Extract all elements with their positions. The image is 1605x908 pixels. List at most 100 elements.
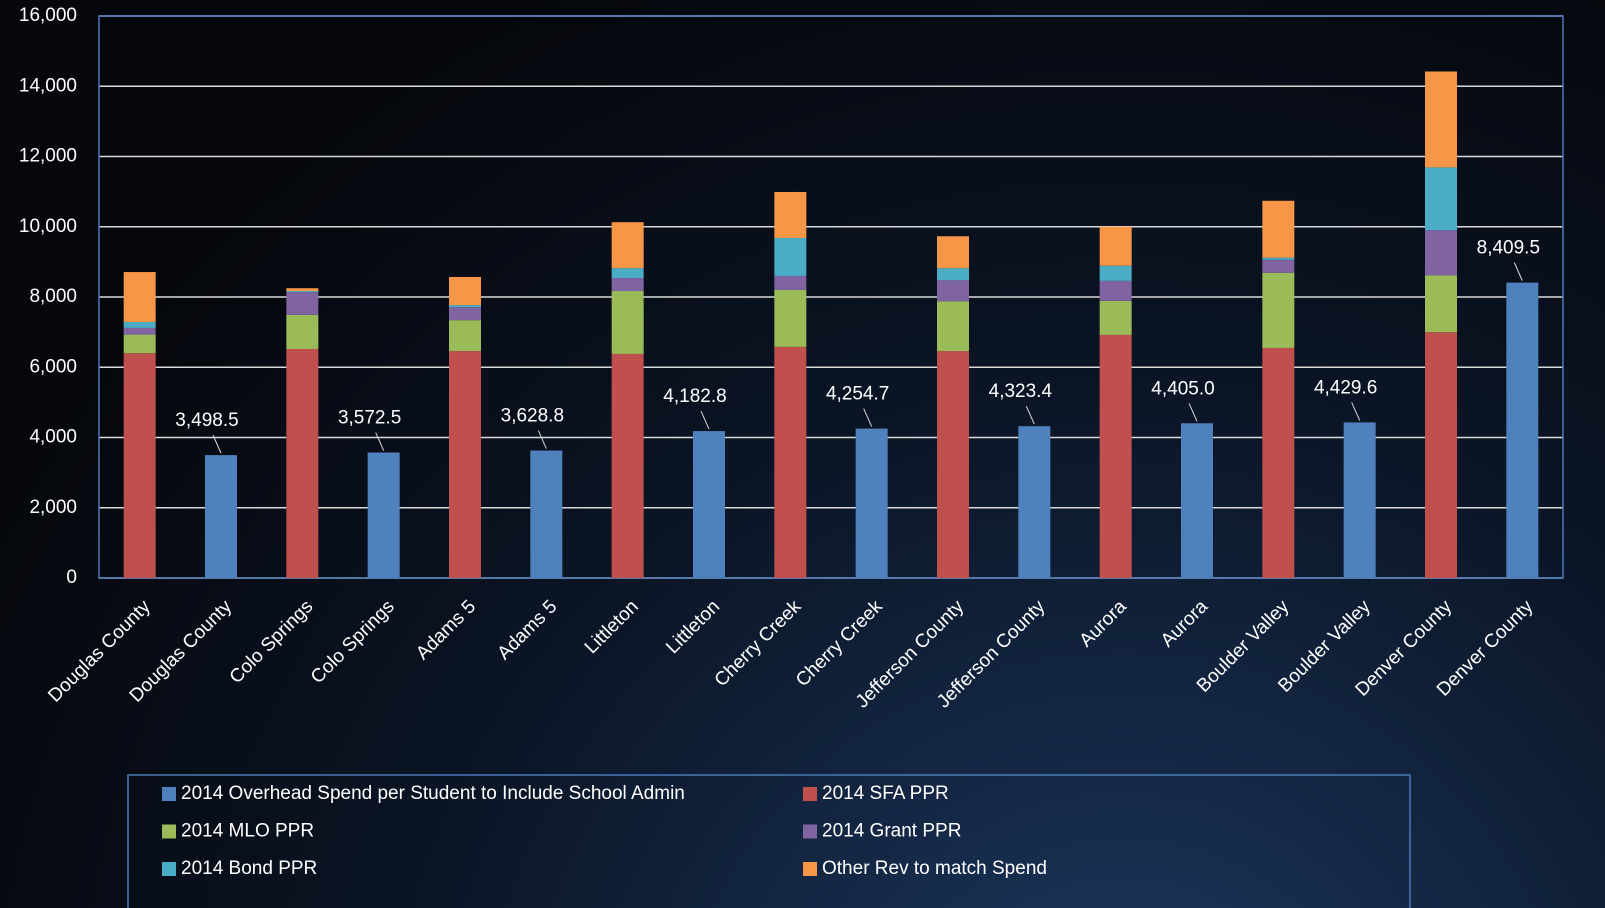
bar-segment: [937, 280, 969, 302]
bar-segment: [123, 334, 156, 354]
bar-segment: [1099, 265, 1132, 281]
label-leader: [1025, 405, 1035, 425]
bar-segment: [1181, 423, 1213, 578]
bar-segment: [123, 353, 156, 578]
bar-segment: [1018, 426, 1051, 578]
legend-swatch: [162, 862, 176, 876]
bar-segment: [611, 291, 644, 354]
bar-segment: [1425, 167, 1457, 231]
bar-segment: [1425, 230, 1457, 276]
legend-swatch: [162, 787, 176, 801]
bar-segment: [693, 431, 725, 578]
bar-segment: [937, 236, 969, 269]
legend-box: [127, 774, 1411, 908]
bar-segment: [286, 292, 319, 315]
data-label: 4,182.8: [663, 386, 726, 407]
bar-segment: [774, 289, 807, 347]
y-tick-label: 10,000: [19, 216, 77, 237]
data-label: 4,323.4: [989, 381, 1053, 402]
y-tick-label: 6,000: [29, 356, 77, 377]
x-tick-label: Colo Springs: [307, 596, 399, 688]
x-tick-label: Aurora: [1157, 596, 1212, 651]
bar-segment: [937, 301, 969, 352]
legend-label: 2014 Grant PPR: [822, 821, 961, 842]
bar-segment: [449, 320, 481, 352]
bar-segment: [855, 428, 888, 578]
bar-segment: [449, 307, 481, 321]
x-tick-label: Adams 5: [412, 596, 480, 664]
legend-swatch: [803, 787, 817, 801]
label-leader: [1513, 262, 1523, 281]
label-leader: [537, 430, 547, 449]
y-tick-label: 14,000: [19, 75, 77, 96]
y-tick-label: 4,000: [29, 427, 77, 448]
y-tick-label: 12,000: [19, 146, 77, 167]
bar-segment: [286, 288, 319, 292]
bar-segment: [774, 346, 807, 578]
bar-segment: [286, 314, 319, 349]
bar-segment: [1099, 300, 1132, 335]
label-leader: [700, 410, 710, 430]
bar-segment: [449, 351, 481, 578]
legend-label: 2014 Overhead Spend per Student to Inclu…: [181, 783, 685, 804]
bar-segment: [1506, 282, 1539, 578]
legend-swatch: [803, 824, 817, 839]
x-tick-label: Littleton: [581, 596, 643, 658]
bar-segment: [611, 353, 644, 578]
data-label: 3,628.8: [501, 406, 564, 427]
legend-label: 2014 MLO PPR: [181, 821, 314, 842]
y-tick-label: 2,000: [29, 497, 77, 518]
bar-segment: [530, 450, 563, 578]
bar-segment: [286, 291, 319, 293]
bar-segment: [1425, 275, 1457, 333]
data-label: 4,254.7: [826, 384, 889, 405]
bar-segment: [1262, 272, 1295, 348]
plot-border: [98, 15, 1564, 579]
label-leader: [375, 432, 385, 451]
data-label: 3,498.5: [175, 410, 238, 431]
bar-segment: [1099, 280, 1132, 301]
bar-segment: [1262, 200, 1295, 258]
legend-swatch: [803, 862, 817, 876]
bar-segment: [205, 455, 237, 578]
bar-segment: [611, 222, 644, 269]
data-label: 8,409.5: [1477, 238, 1540, 259]
bar-segment: [1425, 332, 1457, 578]
label-leader: [1188, 403, 1198, 422]
bar-segment: [611, 278, 644, 292]
bar-segment: [1262, 259, 1295, 273]
bar-segment: [1099, 334, 1132, 578]
y-tick-label: 0: [66, 567, 77, 588]
y-tick-label: 8,000: [29, 286, 77, 307]
data-label: 3,572.5: [338, 408, 401, 429]
x-tick-label: Aurora: [1076, 596, 1131, 651]
bar-segment: [367, 452, 400, 578]
bar-segment: [937, 351, 969, 578]
bar-segment: [1099, 226, 1132, 266]
data-label: 4,429.6: [1314, 377, 1377, 398]
label-leader: [212, 434, 222, 454]
x-tick-label: Colo Springs: [226, 596, 318, 688]
x-tick-label: Littleton: [662, 596, 724, 658]
legend-label: 2014 Bond PPR: [181, 858, 317, 879]
legend-swatch: [162, 824, 176, 839]
bar-segment: [1262, 347, 1295, 578]
bar-segment: [1262, 257, 1295, 260]
bar-segment: [1425, 71, 1457, 168]
label-leader: [863, 408, 873, 427]
y-tick-label: 16,000: [19, 5, 77, 26]
bar-segment: [449, 276, 481, 306]
data-label: 4,405.0: [1151, 378, 1214, 399]
bar-segment: [774, 275, 807, 290]
legend-label: 2014 SFA PPR: [822, 783, 949, 804]
x-tick-label: Adams 5: [494, 596, 562, 664]
label-leader: [1351, 402, 1361, 421]
bar-segment: [611, 268, 644, 279]
bar-segment: [123, 272, 156, 322]
bar-segment: [123, 321, 156, 328]
bar-segment: [774, 237, 807, 276]
bar-segment: [123, 327, 156, 335]
bar-segment: [449, 305, 481, 308]
bar-segment: [774, 191, 807, 238]
